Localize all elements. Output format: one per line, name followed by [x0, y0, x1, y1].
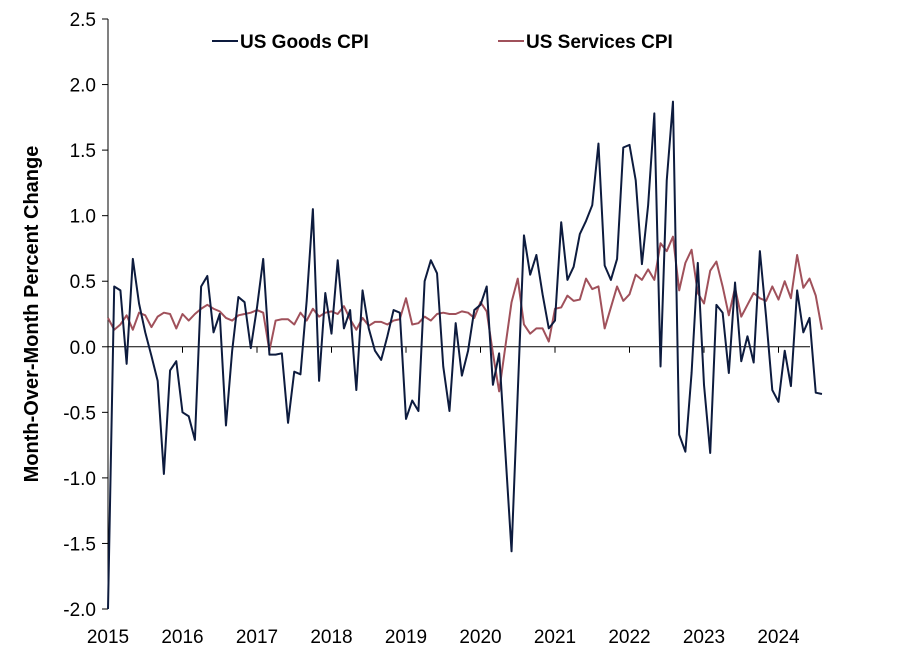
y-tick-label: -1.5	[63, 534, 96, 555]
us-goods-cpi-line	[107, 100, 823, 610]
x-tick-label: 2024	[757, 627, 800, 648]
x-axis: 2015 2016 2017 2018 2019 2020 2021 2022 2023 2024	[87, 346, 810, 648]
y-tick-label: 2.5	[70, 10, 96, 31]
x-tick-label: 2016	[161, 627, 203, 648]
y-tick-label: -2.0	[63, 600, 96, 621]
legend-label-us-goods-cpi: US Goods CPI	[240, 32, 369, 53]
y-axis: 2.5 2.0 1.5 1.0 0.5 0.0 -0.5 -1.0 -1.5 -2.0	[63, 10, 109, 621]
x-tick-label: 2023	[683, 627, 725, 648]
x-tick-label: 2021	[534, 627, 576, 648]
y-tick-label: 1.5	[70, 141, 96, 162]
legend: US Goods CPI US Services CPI	[212, 32, 673, 53]
y-tick-label: -0.5	[63, 403, 96, 424]
x-tick-label: 2017	[236, 627, 278, 648]
y-tick-label: 0.5	[70, 272, 96, 293]
us-services-cpi-line	[107, 235, 823, 393]
legend-label-us-services-cpi: US Services CPI	[526, 32, 673, 53]
y-axis-title: Month-Over-Month Percent Change	[21, 146, 43, 483]
x-tick-label: 2022	[608, 627, 650, 648]
y-tick-label: 1.0	[70, 207, 96, 228]
y-tick-label: 2.0	[70, 76, 96, 97]
x-tick-label: 2015	[87, 627, 129, 648]
x-tick-label: 2020	[459, 627, 501, 648]
x-tick-label: 2018	[310, 627, 352, 648]
series-layer	[107, 100, 823, 610]
y-tick-label: 0.0	[70, 338, 96, 359]
x-tick-label: 2019	[385, 627, 427, 648]
y-tick-label: -1.0	[63, 469, 96, 490]
